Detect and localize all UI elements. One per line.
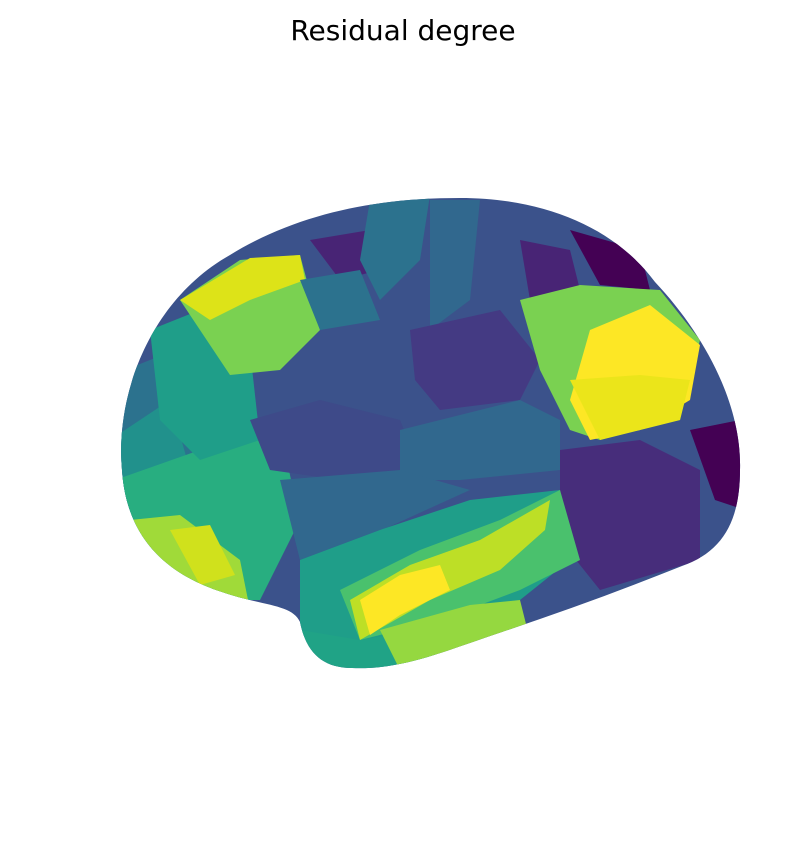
- surface-regions: [121, 198, 741, 669]
- title: Residual degree: [290, 14, 516, 47]
